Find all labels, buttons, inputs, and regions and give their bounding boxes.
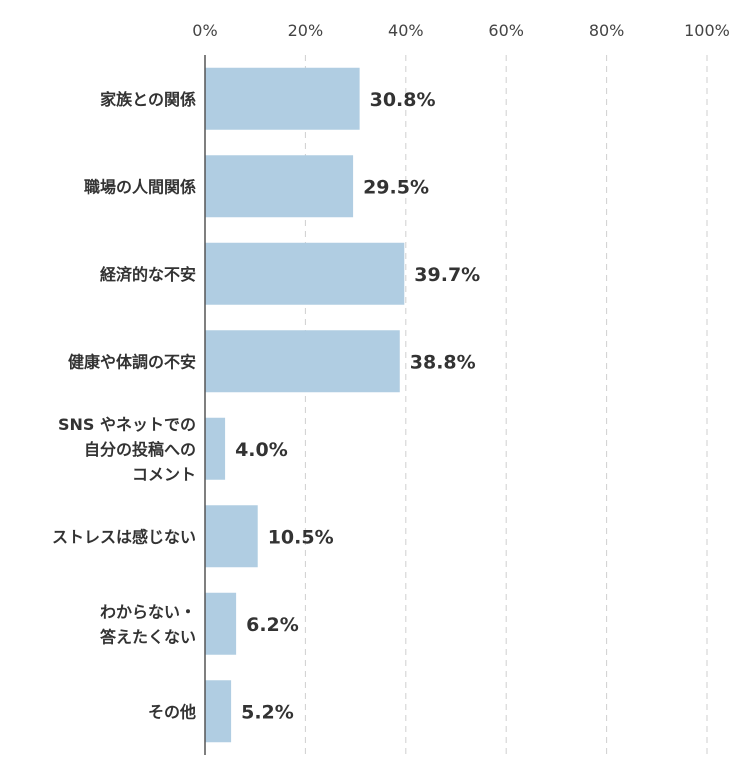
bar bbox=[205, 242, 405, 305]
value-labels: 30.8% 29.5% 39.7% 38.8% 4.0% 10.5% 6.2% 5.2% bbox=[235, 89, 480, 724]
category-label: 家族との関係 bbox=[100, 90, 196, 109]
category-label: ストレスは感じない bbox=[52, 527, 196, 546]
value-label: 29.5% bbox=[363, 176, 429, 198]
bar bbox=[205, 505, 258, 568]
category-label: 職場の人間関係 bbox=[84, 177, 196, 196]
x-tick-label: 100% bbox=[684, 21, 730, 40]
bar bbox=[205, 417, 226, 480]
bar bbox=[205, 330, 400, 393]
category-label: わからない・ bbox=[100, 602, 196, 621]
bar bbox=[205, 680, 232, 743]
x-tick-label: 0% bbox=[192, 21, 217, 40]
value-label: 39.7% bbox=[414, 264, 480, 286]
category-label: 自分の投稿への bbox=[84, 440, 196, 459]
x-tick-label: 40% bbox=[388, 21, 424, 40]
value-label: 38.8% bbox=[410, 351, 476, 373]
bar bbox=[205, 592, 237, 655]
value-label: 4.0% bbox=[235, 439, 288, 461]
x-tick-label: 60% bbox=[488, 21, 524, 40]
bar bbox=[205, 67, 360, 130]
bar bbox=[205, 155, 354, 218]
value-label: 30.8% bbox=[370, 89, 436, 111]
category-label: その他 bbox=[148, 702, 196, 721]
x-tick-label: 20% bbox=[288, 21, 324, 40]
category-label: 答えたくない bbox=[100, 627, 196, 646]
category-label: SNS やネットでの bbox=[58, 415, 196, 434]
value-label: 6.2% bbox=[246, 614, 299, 636]
category-label: コメント bbox=[132, 465, 196, 484]
value-label: 10.5% bbox=[268, 526, 334, 548]
category-label: 経済的な不安 bbox=[100, 265, 196, 284]
value-label: 5.2% bbox=[241, 701, 294, 723]
grid-layer bbox=[304, 55, 708, 755]
x-tick-label: 80% bbox=[589, 21, 625, 40]
x-axis-ticks: 0% 20% 40% 60% 80% 100% bbox=[192, 21, 730, 40]
bars bbox=[205, 67, 405, 743]
category-label: 健康や体調の不安 bbox=[68, 352, 196, 371]
